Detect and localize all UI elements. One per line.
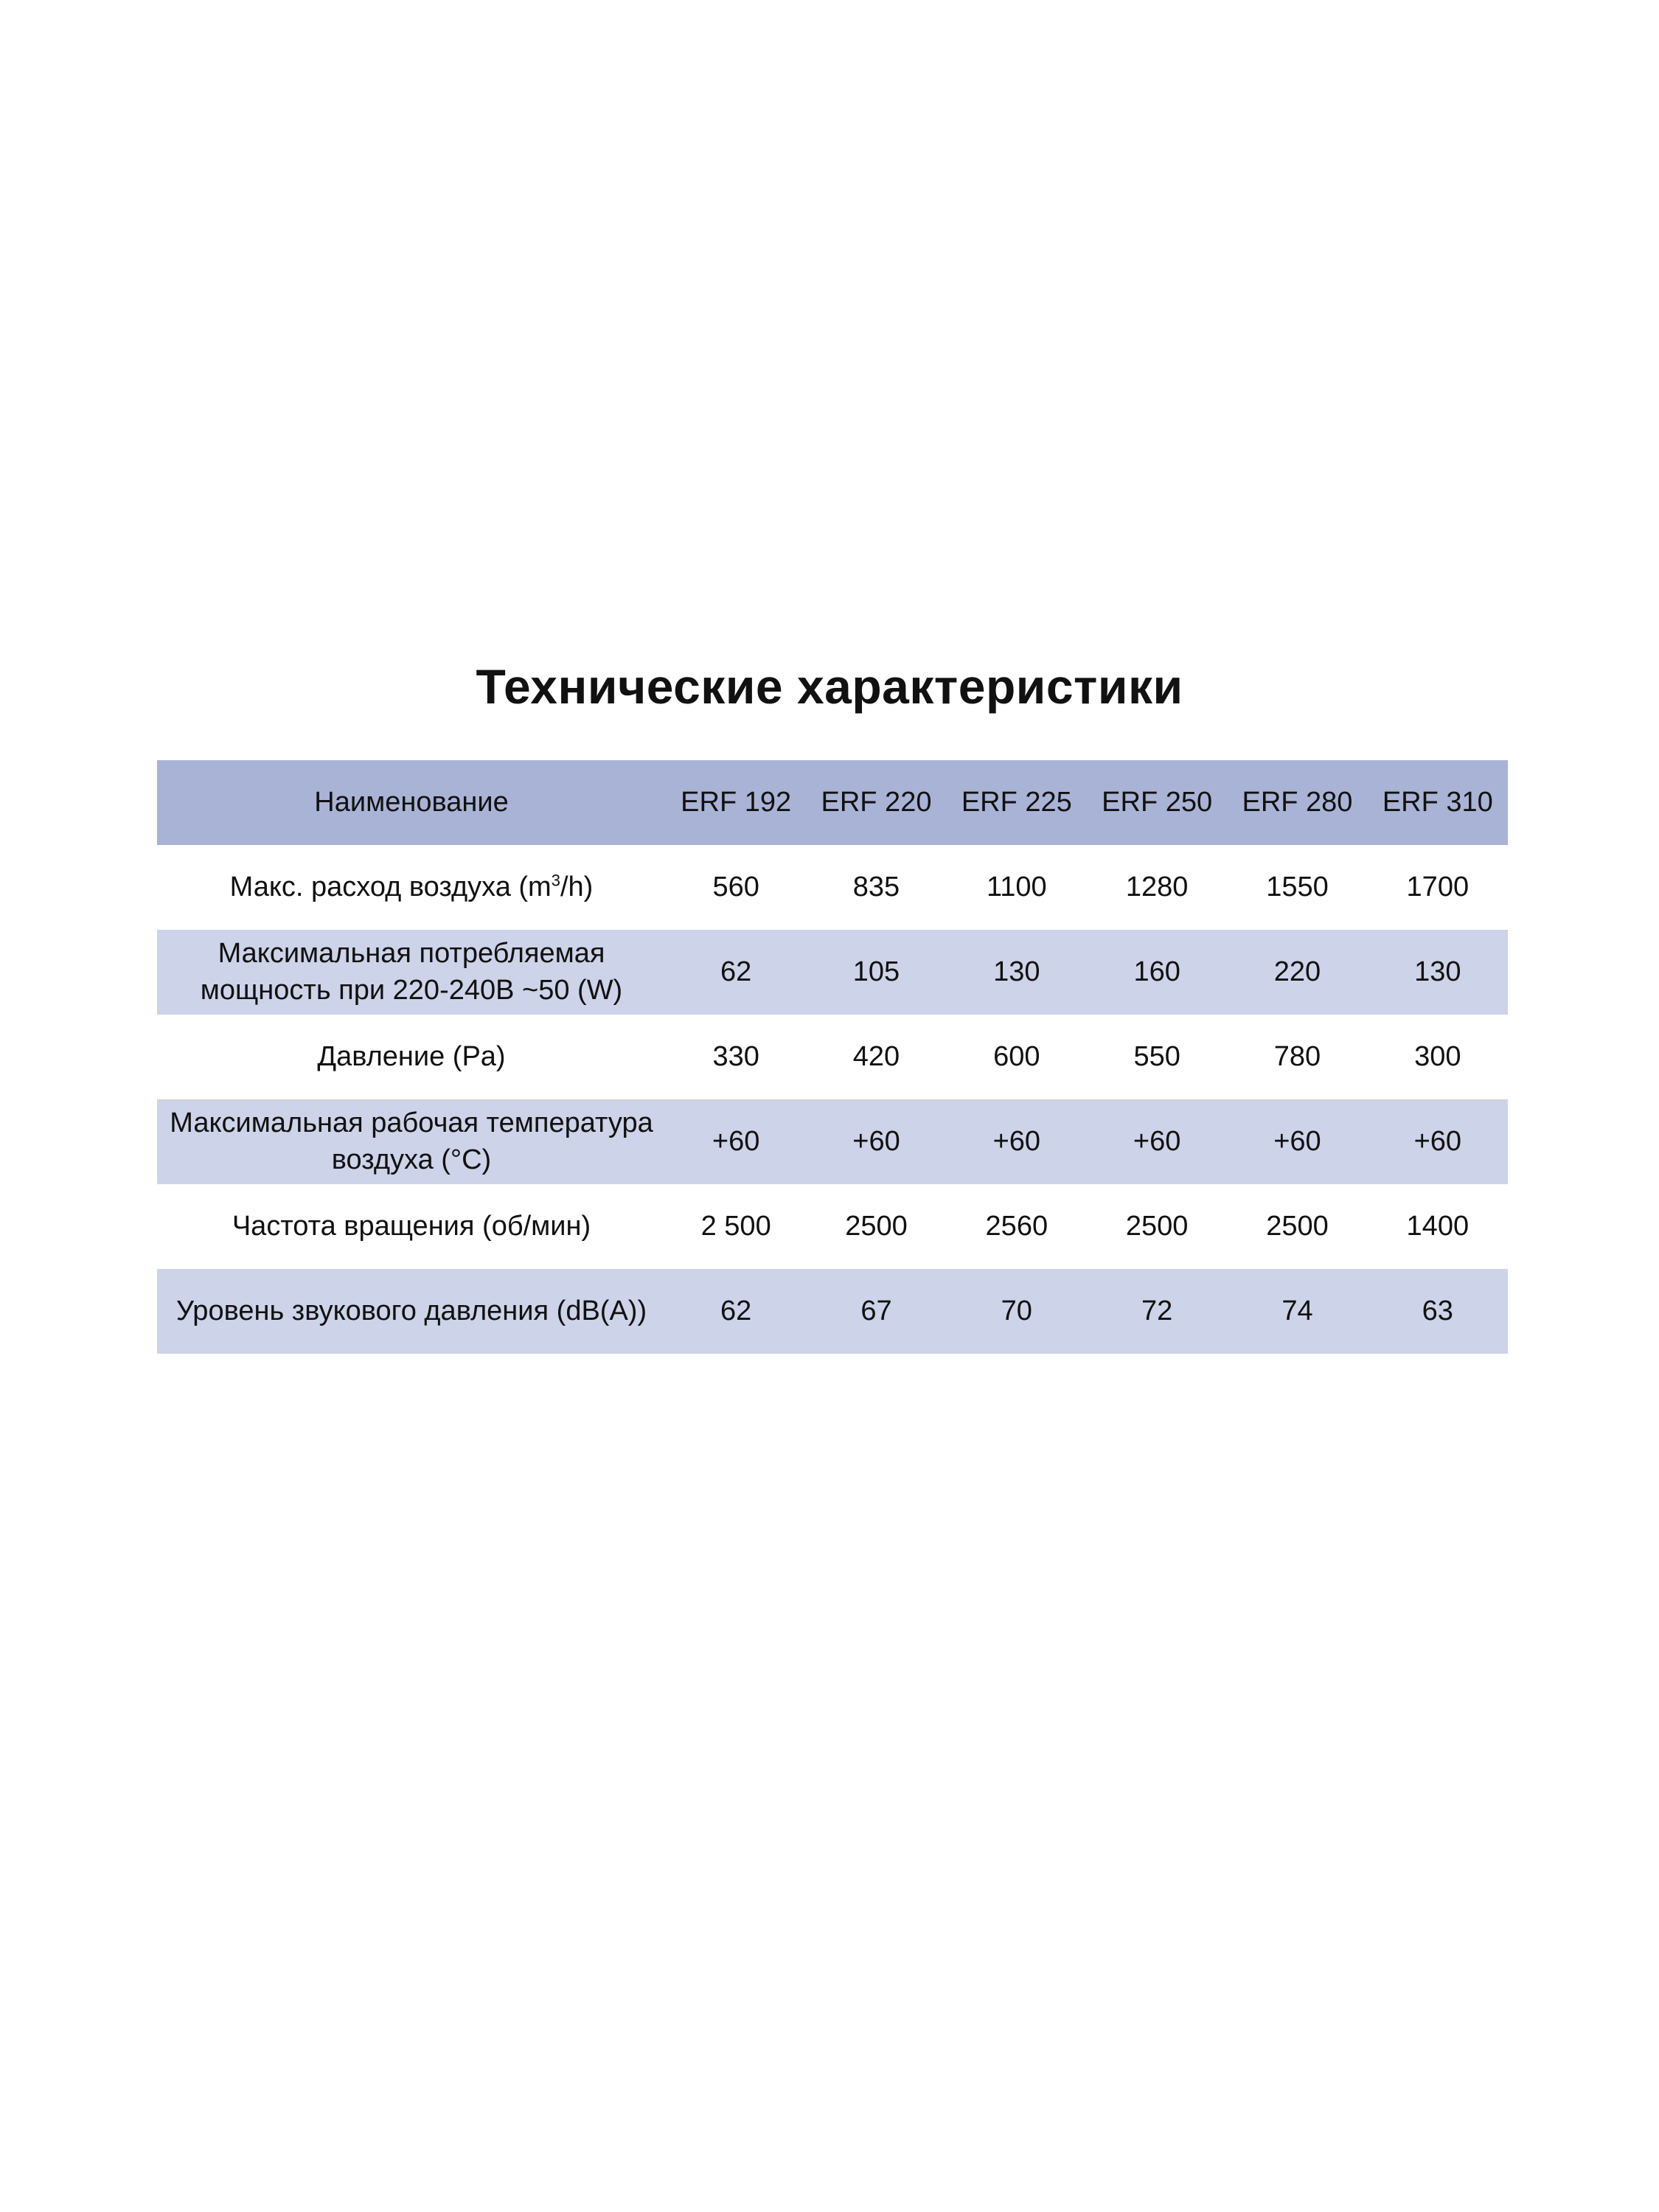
cell-value: 62 bbox=[666, 930, 807, 1015]
cell-value: 780 bbox=[1273, 1040, 1321, 1072]
cell-value: +60 bbox=[806, 1099, 947, 1184]
cell-value: 160 bbox=[1086, 930, 1228, 1015]
cell-value: 1280 bbox=[1125, 871, 1189, 902]
table-row: Макс. расход воздуха (m3/h) 560 835 1100 128… bbox=[157, 845, 1508, 930]
cell-value: 1550 bbox=[1266, 871, 1329, 902]
table-header-row: Наименование ERF 192 ERF 220 ERF 225 ERF… bbox=[157, 760, 1508, 845]
row-label: Максимальная потребляемая мощность при 2… bbox=[157, 930, 666, 1015]
cell-value: 220 bbox=[1227, 930, 1368, 1015]
cell-value: 62 bbox=[666, 1269, 807, 1354]
cell-value: 2560 bbox=[985, 1210, 1048, 1242]
cell-value: 560 bbox=[712, 871, 759, 902]
row-label: Макс. расход воздуха (m3/h) bbox=[229, 871, 594, 902]
cell-value: +60 bbox=[946, 1099, 1087, 1184]
cell-value: 420 bbox=[852, 1040, 900, 1072]
cell-value: 300 bbox=[1414, 1040, 1461, 1072]
table-row: Уровень звукового давления (dB(A)) 62 67 70… bbox=[157, 1269, 1508, 1354]
cell-value: 1100 bbox=[986, 871, 1047, 902]
cell-value: 600 bbox=[993, 1040, 1040, 1072]
cell-value: 1700 bbox=[1406, 871, 1470, 902]
page-title: Технические характеристики bbox=[476, 659, 1183, 714]
header-model: ERF 192 bbox=[666, 760, 807, 845]
cell-value: +60 bbox=[1367, 1099, 1508, 1184]
table-row: Частота вращения (об/мин) 2 500 2500 2560 25… bbox=[157, 1184, 1508, 1269]
row-label: Частота вращения (об/мин) bbox=[232, 1210, 591, 1242]
header-model: ERF 310 bbox=[1367, 760, 1508, 845]
cell-value: 105 bbox=[806, 930, 947, 1015]
table-row: Давление (Pa) 330 420 600 550 780 300 bbox=[157, 1015, 1508, 1099]
cell-value: 330 bbox=[712, 1040, 759, 1072]
cell-value: 74 bbox=[1227, 1269, 1368, 1354]
cell-value: 130 bbox=[1367, 930, 1508, 1015]
cell-value: 72 bbox=[1086, 1269, 1228, 1354]
cell-value: 2 500 bbox=[700, 1210, 771, 1242]
table-row: Максимальная рабочая температура воздуха… bbox=[157, 1099, 1508, 1184]
row-label: Давление (Pa) bbox=[317, 1040, 506, 1072]
table-row: Максимальная потребляемая мощность при 2… bbox=[157, 930, 1508, 1015]
specs-table: Наименование ERF 192 ERF 220 ERF 225 ERF… bbox=[157, 760, 1508, 1354]
cell-value: 2500 bbox=[1125, 1210, 1189, 1242]
cell-value: 550 bbox=[1133, 1040, 1180, 1072]
cell-value: 835 bbox=[852, 871, 900, 902]
row-label: Уровень звукового давления (dB(A)) bbox=[157, 1269, 666, 1354]
cell-value: +60 bbox=[1086, 1099, 1228, 1184]
cell-value: 63 bbox=[1367, 1269, 1508, 1354]
row-label: Максимальная рабочая температура воздуха… bbox=[157, 1099, 666, 1184]
cell-value: 67 bbox=[806, 1269, 947, 1354]
cell-value: 2500 bbox=[845, 1210, 908, 1242]
header-model: ERF 220 bbox=[806, 760, 947, 845]
header-name: Наименование bbox=[157, 760, 666, 845]
header-model: ERF 250 bbox=[1086, 760, 1228, 845]
cell-value: 2500 bbox=[1266, 1210, 1329, 1242]
header-model: ERF 225 bbox=[946, 760, 1087, 845]
header-model: ERF 280 bbox=[1227, 760, 1368, 845]
cell-value: 70 bbox=[946, 1269, 1087, 1354]
cell-value: +60 bbox=[666, 1099, 807, 1184]
cell-value: 130 bbox=[946, 930, 1087, 1015]
cell-value: 1400 bbox=[1406, 1210, 1470, 1242]
cell-value: +60 bbox=[1227, 1099, 1368, 1184]
